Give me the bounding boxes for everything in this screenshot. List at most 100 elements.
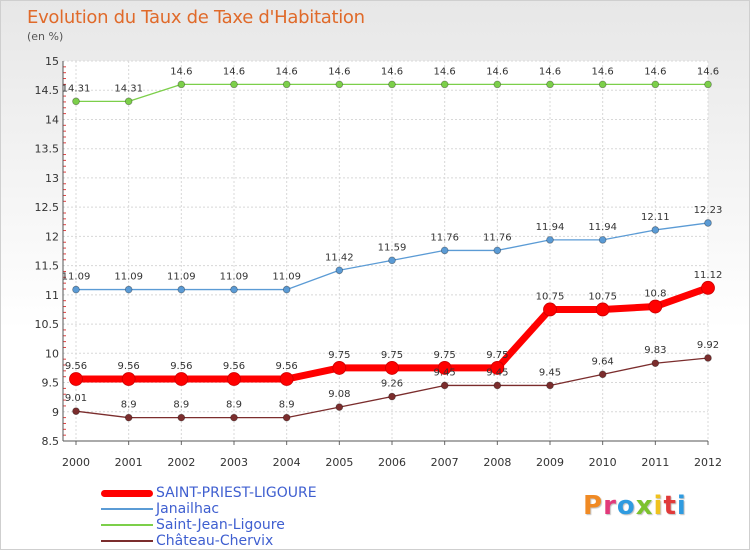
x-tick-label: 2005	[325, 456, 353, 469]
data-point-saint-priest-ligoure	[227, 372, 241, 386]
data-point-ch-teau-chervix	[493, 381, 502, 390]
data-point-janailhac	[388, 256, 396, 265]
data-label-ch-teau-chervix: 9.45	[434, 367, 456, 378]
data-label-ch-teau-chervix: 9.83	[644, 345, 666, 356]
data-label-ch-teau-chervix: 9.64	[592, 356, 614, 367]
series-layer	[69, 80, 715, 422]
data-point-saint-jean-ligoure	[72, 97, 80, 106]
data-label-saint-priest-ligoure: 9.75	[486, 350, 508, 361]
data-point-ch-teau-chervix	[282, 413, 291, 422]
data-label-janailhac: 12.11	[641, 212, 670, 223]
data-label-janailhac: 11.94	[536, 222, 565, 233]
data-point-ch-teau-chervix	[546, 381, 554, 390]
legend-swatch	[101, 540, 153, 542]
data-point-ch-teau-chervix	[704, 354, 712, 362]
data-label-saint-jean-ligoure: 14.6	[328, 66, 350, 77]
x-tick-label: 2009	[536, 456, 564, 469]
data-point-saint-priest-ligoure	[437, 361, 452, 375]
y-tick-label: 10.5	[35, 318, 60, 331]
y-tick-label: 14.5	[35, 84, 60, 97]
x-tick-label: 2000	[62, 456, 90, 469]
data-label-saint-priest-ligoure: 9.56	[65, 361, 87, 372]
y-tick-label: 8.5	[42, 435, 60, 448]
data-label-janailhac: 11.09	[167, 272, 196, 283]
data-label-saint-priest-ligoure: 9.56	[223, 361, 245, 372]
y-tick-label: 15	[45, 55, 59, 68]
data-label-saint-jean-ligoure: 14.6	[434, 66, 456, 77]
data-point-ch-teau-chervix	[124, 413, 133, 422]
legend-swatch	[101, 524, 153, 526]
data-label-janailhac: 11.09	[114, 272, 143, 283]
chart-title: Evolution du Taux de Taxe d'Habitation	[27, 7, 365, 28]
data-label-janailhac: 11.76	[483, 232, 512, 243]
data-label-saint-priest-ligoure: 10.75	[588, 291, 617, 302]
data-point-saint-priest-ligoure	[279, 372, 294, 386]
data-label-ch-teau-chervix: 9.92	[697, 340, 719, 351]
data-point-saint-priest-ligoure	[385, 361, 399, 375]
legend-label: Saint-Jean-Ligoure	[156, 517, 285, 533]
legend-swatch	[101, 508, 153, 510]
data-point-janailhac	[493, 246, 502, 255]
data-label-janailhac: 11.09	[62, 272, 91, 283]
data-label-saint-priest-ligoure: 9.75	[381, 350, 403, 361]
data-point-janailhac	[440, 246, 449, 255]
x-tick-label: 2006	[378, 456, 406, 469]
data-point-saint-priest-ligoure	[121, 372, 136, 386]
data-point-saint-priest-ligoure	[332, 361, 347, 375]
data-label-janailhac: 11.59	[378, 242, 407, 253]
data-point-janailhac	[124, 285, 133, 294]
y-tick-label: 12	[45, 230, 59, 243]
x-tick-label: 2007	[431, 456, 459, 469]
y-tick-label: 11.5	[35, 260, 60, 273]
data-point-saint-jean-ligoure	[546, 80, 554, 89]
data-label-saint-priest-ligoure: 10.8	[644, 289, 666, 300]
y-tick-label: 14	[45, 113, 59, 126]
y-unit-label: (en %)	[27, 30, 64, 43]
data-point-saint-priest-ligoure	[595, 302, 610, 317]
data-point-janailhac	[335, 266, 344, 275]
y-tick-label: 9.5	[42, 377, 60, 390]
data-point-janailhac	[282, 285, 291, 294]
data-point-saint-jean-ligoure	[493, 80, 502, 89]
data-label-saint-priest-ligoure: 10.75	[536, 291, 565, 302]
y-tick-label: 10	[45, 347, 59, 360]
y-tick-label: 13.5	[35, 143, 60, 156]
data-label-saint-jean-ligoure: 14.31	[62, 83, 91, 94]
data-label-janailhac: 11.42	[325, 252, 354, 263]
data-label-janailhac: 11.94	[588, 222, 617, 233]
data-point-ch-teau-chervix	[651, 359, 660, 368]
data-point-saint-priest-ligoure	[490, 361, 505, 375]
x-tick-label: 2011	[641, 456, 669, 469]
data-point-saint-priest-ligoure	[701, 280, 715, 295]
data-label-janailhac: 11.09	[220, 272, 249, 283]
data-label-saint-jean-ligoure: 14.6	[592, 66, 614, 77]
proxiti-logo: Proxiti	[583, 491, 687, 521]
data-label-ch-teau-chervix: 9.01	[65, 393, 87, 404]
data-label-janailhac: 12.23	[694, 205, 723, 216]
data-point-janailhac	[651, 226, 660, 234]
data-point-saint-jean-ligoure	[651, 80, 660, 89]
data-point-saint-priest-ligoure	[174, 372, 189, 386]
data-point-ch-teau-chervix	[598, 370, 607, 379]
data-label-ch-teau-chervix: 8.9	[226, 400, 242, 411]
data-label-ch-teau-chervix: 9.45	[486, 367, 508, 378]
data-point-saint-jean-ligoure	[230, 80, 238, 89]
data-point-saint-jean-ligoure	[440, 80, 449, 89]
data-label-saint-priest-ligoure: 11.12	[694, 270, 723, 281]
data-label-ch-teau-chervix: 9.08	[328, 389, 350, 400]
data-label-saint-jean-ligoure: 14.6	[276, 66, 298, 77]
data-point-ch-teau-chervix	[440, 381, 449, 390]
data-label-ch-teau-chervix: 9.45	[539, 367, 561, 378]
data-point-janailhac	[177, 285, 186, 294]
data-label-ch-teau-chervix: 8.9	[121, 400, 137, 411]
data-label-ch-teau-chervix: 8.9	[279, 400, 295, 411]
data-label-saint-jean-ligoure: 14.6	[170, 66, 192, 77]
data-point-saint-jean-ligoure	[282, 80, 291, 89]
data-label-saint-priest-ligoure: 9.75	[328, 350, 350, 361]
data-point-janailhac	[72, 285, 80, 294]
x-tick-label: 2004	[273, 456, 301, 469]
axes: 8.5 9 9.5 10 10.5 11 11.5 12 12.5 13 13.5 14 14.5 15 2…	[35, 55, 723, 469]
data-label-ch-teau-chervix: 8.9	[173, 400, 189, 411]
x-tick-label: 2010	[589, 456, 617, 469]
